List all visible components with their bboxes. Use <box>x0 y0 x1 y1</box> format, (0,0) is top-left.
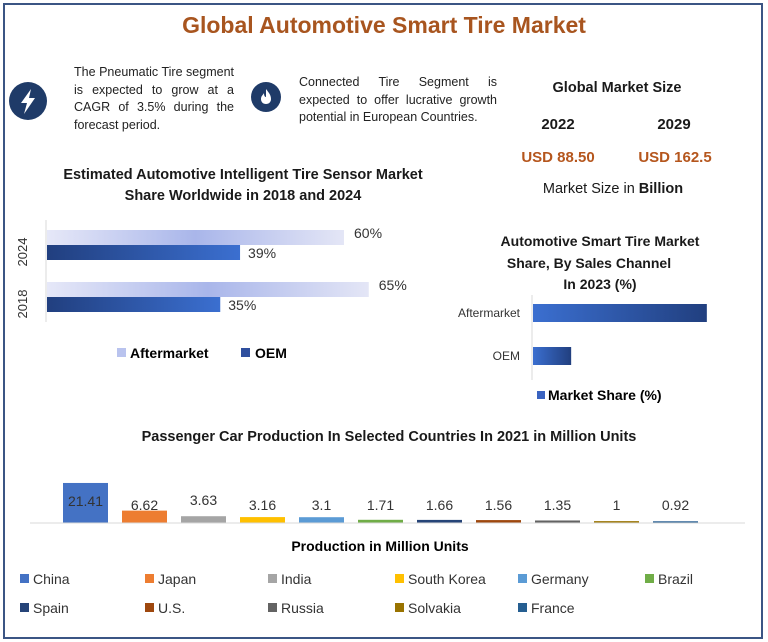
sales-channel-title-line: Share, By Sales Channel <box>506 254 672 271</box>
legend-label: France <box>531 600 575 616</box>
sales-channel-chart: Aftermarket OEM Market Share (%) <box>458 295 707 403</box>
bar-france <box>653 521 698 523</box>
bar-market-share <box>533 347 572 365</box>
x-axis-title: Production in Million Units <box>291 538 469 554</box>
legend-label: Germany <box>531 571 589 587</box>
legend-label: Solvakia <box>408 600 461 616</box>
bar-market-share <box>533 304 707 322</box>
bar-india <box>181 516 226 523</box>
legend-label: Brazil <box>658 571 693 587</box>
category-label: 2024 <box>15 238 30 267</box>
pneumatic-tire-note: The Pneumatic Tire segment is expected t… <box>74 65 234 132</box>
legend-swatch <box>537 391 545 399</box>
legend-label: Market Share (%) <box>548 387 662 403</box>
bar-aftermarket <box>47 230 344 245</box>
legend-label: Spain <box>33 600 69 616</box>
legend-swatch <box>20 574 29 583</box>
bar-russia <box>535 520 580 523</box>
category-label: 2018 <box>15 290 30 319</box>
legend-swatch <box>268 574 277 583</box>
category-label: OEM <box>493 349 520 363</box>
legend-label: China <box>33 571 70 587</box>
data-label: 3.16 <box>249 497 276 513</box>
infographic-frame <box>3 3 763 639</box>
bar-germany <box>299 517 344 523</box>
data-label: 3.63 <box>190 492 217 508</box>
sensor-share-chart: 2024 60% 39% 2018 65% 35% Aftermarket OEM <box>15 220 407 361</box>
data-label: 6.62 <box>131 497 158 513</box>
market-size-unit: Market Size in Billion <box>500 181 726 197</box>
legend-swatch <box>145 603 154 612</box>
legend-swatch-aftermarket <box>117 348 126 357</box>
legend-swatch <box>645 574 654 583</box>
data-label: 0.92 <box>662 497 689 513</box>
year-2029: 2029 <box>657 116 691 133</box>
data-label: 1.56 <box>485 497 512 513</box>
production-chart: 21.41 6.62 3.63 3.16 3.1 1.71 1.66 1.56 1.35 1 0.9… <box>20 482 745 616</box>
market-size-heading: Global Market Size <box>552 80 682 96</box>
bar-oem <box>47 297 221 312</box>
page-title: Global Automotive Smart Tire Market <box>182 12 586 38</box>
data-label: 3.1 <box>312 497 332 513</box>
legend-label: Japan <box>158 571 196 587</box>
bar-china <box>63 482 108 523</box>
data-label: 39% <box>248 245 276 261</box>
connected-tire-note: Connected Tire Segment is expected to of… <box>299 75 497 124</box>
legend-swatch <box>518 603 527 612</box>
data-label: 1.71 <box>367 497 394 513</box>
year-2022: 2022 <box>541 116 575 133</box>
bar-brazil <box>358 519 403 523</box>
legend-label: Aftermarket <box>130 345 209 361</box>
sales-channel-title-line: Automotive Smart Tire Market <box>500 233 700 249</box>
bar-spain <box>417 519 462 523</box>
data-label: 1 <box>613 497 621 513</box>
legend-swatch-oem <box>241 348 250 357</box>
bar-oem <box>47 245 241 260</box>
bar-japan <box>122 510 167 523</box>
data-label: 21.41 <box>68 493 103 509</box>
value-2022: USD 88.50 <box>521 149 595 166</box>
legend-label: Russia <box>281 600 324 616</box>
legend-swatch <box>395 574 404 583</box>
category-label: Aftermarket <box>458 306 521 320</box>
legend-swatch <box>395 603 404 612</box>
legend-label: South Korea <box>408 571 486 587</box>
legend-label: OEM <box>255 345 287 361</box>
legend-label: India <box>281 571 312 587</box>
flame-icon <box>251 82 281 112</box>
unit-bold: Billion <box>638 181 684 197</box>
bar-aftermarket <box>47 282 369 297</box>
unit-prefix: Market Size in <box>542 181 639 197</box>
data-label: 65% <box>379 277 407 293</box>
legend-label: U.S. <box>158 600 185 616</box>
lightning-icon <box>9 82 47 120</box>
production-title: Passenger Car Production In Selected Cou… <box>141 429 637 445</box>
legend-swatch <box>145 574 154 583</box>
legend-swatch <box>20 603 29 612</box>
sensor-share-title: Estimated Automotive Intelligent Tire Se… <box>63 167 423 204</box>
data-label: 60% <box>354 225 382 241</box>
sales-channel-title-line: In 2023 (%) <box>563 276 637 292</box>
sales-channel-title: Automotive Smart Tire Market Share, By S… <box>470 231 730 296</box>
bar-u-s- <box>476 520 521 523</box>
data-label: 35% <box>228 297 256 313</box>
bar-south-korea <box>240 517 285 523</box>
legend-swatch <box>268 603 277 612</box>
data-label: 1.66 <box>426 497 453 513</box>
legend-swatch <box>518 574 527 583</box>
bar-solvakia <box>594 521 639 523</box>
data-label: 1.35 <box>544 497 571 513</box>
value-2029: USD 162.5 <box>638 149 712 166</box>
